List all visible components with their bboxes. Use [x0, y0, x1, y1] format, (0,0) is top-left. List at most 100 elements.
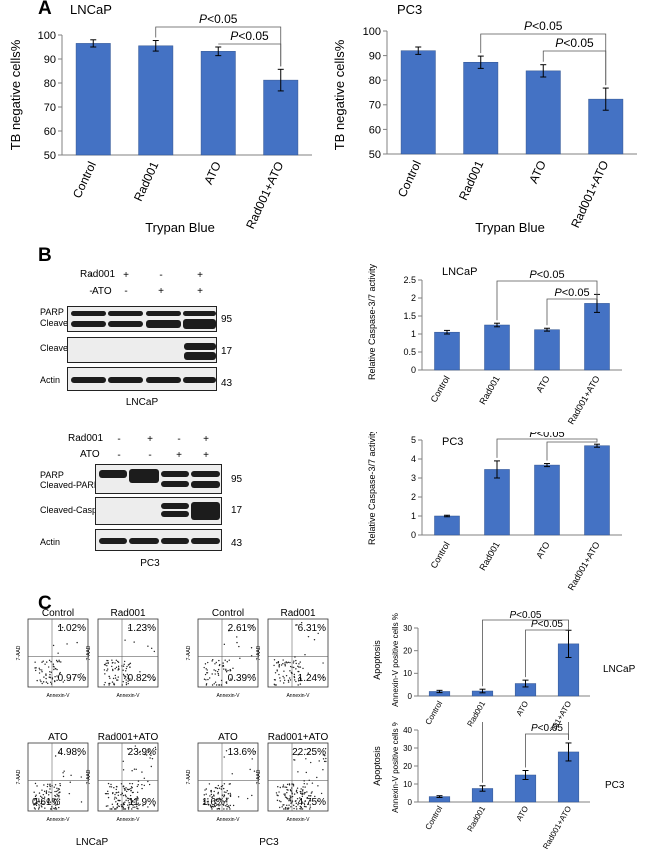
blot-cell-line-label: LNCaP — [125, 397, 159, 408]
flow-event-dot — [117, 676, 119, 678]
flow-event-dot — [227, 793, 230, 795]
flow-event-dot — [316, 800, 319, 802]
chart-title: LNCaP — [70, 2, 112, 17]
flow-event-dot — [214, 663, 216, 665]
flow-event-dot — [53, 801, 55, 803]
flow-event-dot — [303, 780, 305, 782]
flow-event-dot — [38, 672, 41, 674]
blot-band — [191, 502, 220, 520]
significance-label: P<0.05 — [555, 36, 594, 50]
flow-event-dot — [297, 684, 299, 686]
flow-event-dot — [287, 789, 289, 791]
flow-event-dot — [295, 624, 297, 626]
flow-quadrant-ur: 2.61% — [228, 623, 256, 634]
flow-event-dot — [303, 802, 305, 804]
flow-event-dot — [287, 807, 289, 809]
flow-event-dot — [110, 786, 113, 788]
blot-strip-parp — [95, 464, 222, 494]
flow-event-dot — [304, 748, 306, 751]
flow-event-dot — [222, 804, 225, 806]
bar — [400, 50, 436, 155]
y-tick-label: 10 — [403, 780, 412, 789]
flow-event-dot — [105, 805, 108, 807]
y-tick-label: 100 — [363, 26, 381, 38]
flow-event-dot — [276, 669, 278, 671]
flow-event-dot — [223, 783, 226, 785]
flow-event-dot — [218, 787, 221, 789]
flow-event-dot — [116, 806, 118, 809]
blot-band — [191, 538, 220, 544]
flow-event-dot — [213, 669, 215, 671]
blot-sign: - — [148, 450, 152, 461]
flow-event-dot — [51, 806, 53, 808]
flow-event-dot — [310, 795, 312, 797]
flow-event-dot — [223, 643, 226, 646]
flow-event-dot — [110, 783, 112, 786]
flow-event-dot — [117, 665, 120, 668]
flow-event-dot — [137, 780, 140, 782]
flow-event-dot — [114, 793, 116, 796]
flow-event-dot — [144, 753, 146, 756]
flow-event-dot — [301, 801, 304, 803]
flow-event-dot — [48, 798, 50, 800]
flow-event-dot — [305, 771, 307, 774]
flow-event-dot — [124, 801, 126, 803]
flow-event-dot — [293, 793, 296, 795]
flow-event-dot — [106, 668, 109, 670]
flow-event-dot — [215, 799, 217, 801]
flow-event-dot — [127, 664, 130, 666]
flow-event-dot — [50, 661, 52, 663]
flow-event-dot — [223, 801, 226, 803]
flow-event-dot — [217, 672, 219, 675]
category-label: ATO — [534, 540, 551, 560]
flow-event-dot — [147, 780, 149, 783]
flow-event-dot — [302, 667, 304, 670]
flow-event-dot — [80, 673, 82, 675]
flow-event-dot — [279, 786, 282, 789]
flow-event-dot — [106, 670, 108, 672]
flow-event-dot — [284, 806, 287, 809]
flow-event-dot — [56, 660, 59, 663]
flow-event-dot — [35, 667, 37, 669]
flow-event-dot — [45, 674, 47, 676]
y-tick-label: 20 — [403, 762, 412, 771]
flow-event-dot — [34, 802, 36, 805]
flow-event-dot — [62, 775, 65, 778]
flow-event-dot — [47, 801, 49, 803]
flow-event-dot — [229, 795, 232, 798]
flow-event-dot — [289, 661, 291, 664]
blot-sign: + — [123, 270, 129, 281]
flow-event-dot — [311, 782, 314, 784]
y-tick-label: 80 — [369, 75, 381, 87]
flow-event-dot — [223, 756, 225, 758]
flow-event-dot — [122, 808, 124, 810]
flow-event-dot — [204, 789, 206, 791]
blot-treatment-label: Rad001 — [80, 269, 116, 280]
flow-event-dot — [48, 676, 50, 678]
flow-event-dot — [304, 800, 306, 803]
bar — [484, 324, 510, 371]
bar — [463, 61, 499, 155]
flow-event-dot — [275, 792, 278, 794]
flow-event-dot — [141, 771, 143, 773]
blot-band — [161, 471, 189, 477]
flow-event-dot — [135, 768, 137, 771]
flow-event-dot — [118, 799, 120, 802]
panel-letter-a: A — [38, 0, 52, 19]
flow-quadrant-ur: 22.25% — [292, 747, 326, 758]
panel-letter-c: C — [38, 593, 52, 614]
category-label: Control — [429, 540, 452, 570]
flow-event-dot — [60, 661, 62, 663]
flow-event-dot — [123, 787, 126, 790]
flow-event-dot — [54, 802, 57, 804]
flow-y-axis-label: 7-AAD — [186, 769, 192, 784]
flow-event-dot — [301, 795, 304, 798]
flow-event-dot — [232, 804, 235, 807]
flow-event-dot — [283, 793, 285, 795]
flow-event-dot — [124, 670, 127, 672]
flow-event-dot — [229, 792, 231, 795]
flow-event-dot — [223, 791, 226, 793]
flow-event-dot — [205, 788, 207, 790]
flow-event-dot — [220, 785, 223, 788]
flow-x-axis-label: Annexin-V — [116, 693, 140, 699]
